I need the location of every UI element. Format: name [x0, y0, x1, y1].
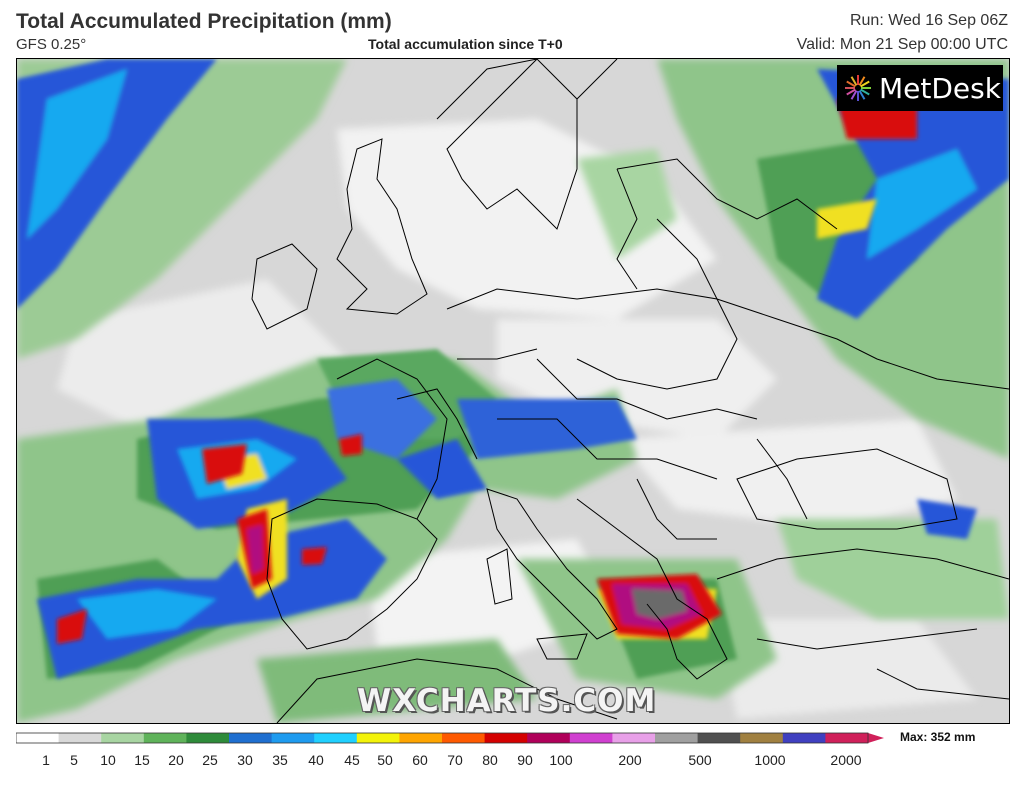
scale-segment: [740, 733, 784, 743]
scale-tick: 25: [202, 752, 218, 768]
scale-tick: 40: [308, 752, 324, 768]
scale-tick: 30: [237, 752, 253, 768]
scale-tick: 10: [100, 752, 116, 768]
scale-tick: 60: [412, 752, 428, 768]
scale-segment: [569, 733, 613, 743]
wxcharts-watermark: WXCHARTS.COM: [357, 683, 657, 719]
scale-segment: [16, 733, 60, 743]
scale-tick: 2000: [830, 752, 862, 768]
scale-tick: 70: [447, 752, 463, 768]
max-value-label: Max: 352 mm: [900, 730, 976, 744]
chart-title: Total Accumulated Precipitation (mm): [16, 10, 392, 33]
precipitation-map[interactable]: MetDesk WXCHARTS.COM: [16, 58, 1010, 724]
scale-tick: 90: [517, 752, 533, 768]
scale-tick: 200: [618, 752, 642, 768]
metdesk-logo-text: MetDesk: [879, 71, 1001, 105]
color-scale-bar: [16, 732, 884, 744]
scale-segment: [442, 733, 486, 743]
metdesk-logo-icon: [845, 75, 871, 101]
scale-segment: [697, 733, 741, 743]
scale-border: [16, 732, 869, 744]
scale-segment: [229, 733, 273, 743]
scale-segment: [356, 733, 400, 743]
metdesk-logo: MetDesk: [837, 65, 1003, 111]
scale-tick: 50: [377, 752, 393, 768]
scale-tick: 15: [134, 752, 150, 768]
scale-tick: 5: [70, 752, 78, 768]
scale-arrow: [868, 733, 884, 743]
scale-segment: [782, 733, 826, 743]
scale-tick: 1: [42, 752, 50, 768]
scale-tick: 500: [688, 752, 712, 768]
scale-tick: 35: [272, 752, 288, 768]
scale-segment: [825, 733, 869, 743]
scale-tick: 20: [168, 752, 184, 768]
scale-segment: [314, 733, 358, 743]
scale-segment: [58, 733, 102, 743]
scale-segment: [484, 733, 528, 743]
scale-tick: 45: [344, 752, 360, 768]
scale-tick: 1000: [754, 752, 786, 768]
scale-segment: [186, 733, 230, 743]
map-canvas: [17, 59, 1009, 723]
run-time: Run: Wed 16 Sep 06Z: [849, 12, 1008, 29]
scale-tick: 80: [482, 752, 498, 768]
scale-segment: [399, 733, 443, 743]
scale-segment: [271, 733, 315, 743]
scale-segment: [655, 733, 699, 743]
scale-segment: [143, 733, 187, 743]
scale-segment: [101, 733, 145, 743]
scale-segment: [527, 733, 571, 743]
scale-tick: 100: [549, 752, 573, 768]
accumulation-description: Total accumulation since T+0: [368, 36, 563, 52]
model-name: GFS 0.25°: [16, 36, 87, 53]
scale-tick-labels: 1 5 10 15 20 25 30 35 40 45 50 60 70 80 …: [16, 752, 886, 772]
coastlines: [251, 59, 1009, 723]
scale-segment: [612, 733, 656, 743]
valid-time: Valid: Mon 21 Sep 00:00 UTC: [796, 36, 1008, 53]
